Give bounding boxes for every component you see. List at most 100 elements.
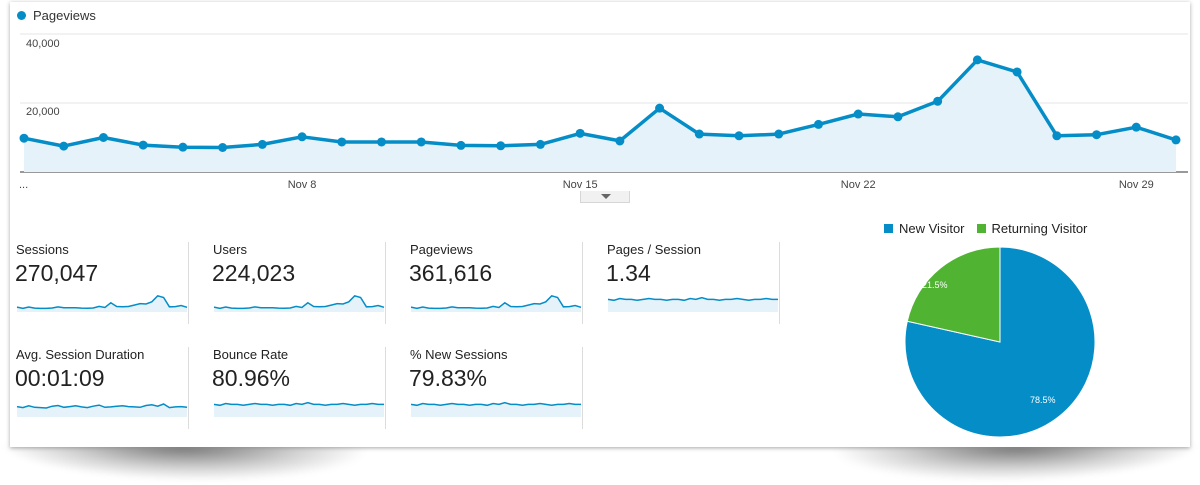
x-tick-label: Nov 15 [563, 179, 598, 191]
pageviews-point[interactable] [774, 129, 784, 139]
metric-new-sessions[interactable]: % New Sessions 79.83% [404, 347, 583, 429]
pageviews-line [23, 58, 1177, 150]
pageviews-point[interactable] [933, 96, 943, 106]
sparkline-area [411, 295, 581, 312]
pie-legend: New Visitor Returning Visitor [884, 221, 1099, 236]
metric-pages-per-session[interactable]: Pages / Session 1.34 [601, 242, 780, 324]
pageviews-point[interactable] [1052, 131, 1062, 141]
sparkline-line [16, 403, 188, 409]
pageviews-point[interactable] [416, 137, 426, 147]
pie-slice-label: 78.5% [1030, 395, 1056, 405]
metric-sparkline [16, 294, 188, 312]
pageviews-point[interactable] [337, 137, 347, 147]
metric-sessions[interactable]: Sessions 270,047 [10, 242, 189, 324]
pageviews-point[interactable] [972, 55, 982, 65]
pageviews-point[interactable] [178, 142, 188, 152]
chevron-down-icon [601, 194, 611, 199]
metric-sparkline [410, 401, 581, 417]
metric-value: 00:01:09 [15, 365, 105, 391]
sparkline-line [16, 294, 188, 310]
metric-value: 79.83% [409, 365, 488, 391]
sparkline-area [214, 402, 384, 417]
sparkline-line [607, 296, 778, 302]
metric-label: Bounce Rate [213, 347, 289, 362]
sparkline-line [410, 401, 581, 407]
pageviews-point[interactable] [655, 103, 665, 113]
metric-sparkline [16, 403, 188, 417]
x-tick-label: ... [19, 179, 28, 191]
metric-pageviews[interactable]: Pageviews 361,616 [404, 242, 583, 324]
sparkline-area [17, 404, 187, 417]
card-shadow-left [2, 446, 382, 480]
sparkline-line [213, 294, 385, 310]
pageviews-legend[interactable]: Pageviews [17, 8, 96, 23]
pageviews-point[interactable] [893, 112, 903, 122]
pageviews-area [24, 59, 1176, 172]
sparkline-area [608, 297, 778, 312]
metric-value: 1.34 [606, 260, 651, 286]
pageviews-point[interactable] [813, 119, 823, 129]
metric-label: Sessions [16, 242, 69, 257]
y-tick-label: 20,000 [26, 106, 60, 118]
pageviews-point[interactable] [496, 141, 506, 151]
legend-label: Returning Visitor [991, 221, 1088, 236]
pageviews-point[interactable] [257, 139, 267, 149]
legend-item-returning-visitor[interactable]: Returning Visitor [976, 221, 1088, 236]
metric-avg-session-duration[interactable]: Avg. Session Duration 00:01:09 [10, 347, 189, 429]
metric-sparkline [410, 294, 582, 312]
sparkline-area [214, 295, 384, 312]
pageviews-point[interactable] [694, 129, 704, 139]
metric-sparkline [213, 401, 384, 417]
metric-label: Avg. Session Duration [16, 347, 145, 362]
pageviews-point[interactable] [1092, 130, 1102, 140]
pageviews-point[interactable] [59, 141, 69, 151]
sparkline-line [410, 294, 582, 310]
x-tick-label: Nov 22 [841, 179, 876, 191]
pageviews-point[interactable] [1012, 67, 1022, 77]
metric-sparkline [213, 294, 385, 312]
pageviews-point[interactable] [138, 140, 148, 150]
metric-users[interactable]: Users 224,023 [207, 242, 386, 324]
x-tick-label: Nov 8 [288, 179, 317, 191]
metric-sparkline [607, 296, 778, 312]
pageviews-point[interactable] [377, 137, 387, 147]
metric-value: 361,616 [409, 260, 493, 286]
pageviews-legend-label: Pageviews [33, 8, 96, 23]
sparkline-area [17, 295, 187, 312]
pageviews-point[interactable] [615, 136, 625, 146]
visitor-type-pie-chart[interactable]: 78.5% 21.5% [900, 242, 1100, 442]
metric-value: 270,047 [15, 260, 99, 286]
y-tick-label: 40,000 [26, 38, 60, 50]
pageviews-point[interactable] [19, 133, 29, 143]
pageviews-point[interactable] [218, 143, 228, 153]
pie-slice-returning-visitor[interactable] [906, 246, 1001, 343]
x-tick-label: Nov 29 [1119, 179, 1154, 191]
legend-swatch [976, 224, 986, 233]
pageviews-point[interactable] [297, 132, 307, 142]
collapse-chart-toggle[interactable] [580, 191, 630, 203]
pageviews-line-chart[interactable]: ... Nov 8 Nov 15 Nov 22 Nov 29 40,000 20,000 [10, 2, 1190, 202]
metric-value: 80.96% [212, 365, 291, 391]
metric-bounce-rate[interactable]: Bounce Rate 80.96% [207, 347, 386, 429]
analytics-card: ... Nov 8 Nov 15 Nov 22 Nov 29 40,000 20,000… [10, 2, 1190, 447]
metric-label: Users [213, 242, 247, 257]
legend-item-new-visitor[interactable]: New Visitor [884, 221, 965, 236]
pageviews-point[interactable] [853, 109, 863, 119]
metric-value: 224,023 [212, 260, 296, 286]
legend-swatch [884, 224, 893, 233]
pageviews-point[interactable] [734, 131, 744, 141]
pageviews-point[interactable] [1131, 122, 1141, 132]
metric-label: Pages / Session [607, 242, 701, 257]
pageviews-point[interactable] [1171, 135, 1181, 145]
pageviews-legend-dot [17, 11, 26, 20]
sparkline-area [411, 402, 581, 417]
metric-label: % New Sessions [410, 347, 508, 362]
pageviews-point[interactable] [456, 140, 466, 150]
metric-label: Pageviews [410, 242, 473, 257]
pie-slice-label: 21.5% [922, 280, 948, 290]
legend-label: New Visitor [899, 221, 965, 236]
card-shadow-right [818, 446, 1198, 480]
pageviews-point[interactable] [98, 133, 108, 142]
pageviews-point[interactable] [535, 139, 545, 149]
pageviews-point[interactable] [575, 128, 585, 138]
